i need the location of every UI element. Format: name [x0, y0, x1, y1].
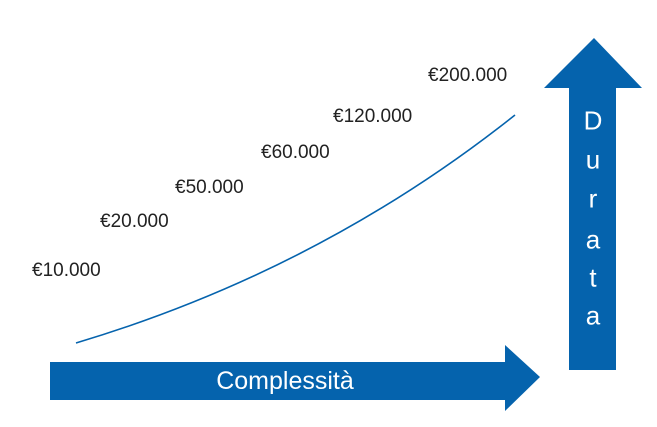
cost-label: €120.000	[333, 106, 413, 127]
duration-arrow	[544, 38, 642, 370]
duration-letter: u	[585, 144, 601, 175]
cost-label: €20.000	[100, 211, 169, 232]
growth-curve	[75, 114, 516, 344]
cost-label: €50.000	[175, 177, 244, 198]
cost-label: €60.000	[261, 142, 330, 163]
cost-label: €200.000	[428, 65, 508, 86]
duration-letter: a	[585, 300, 601, 331]
duration-letter: a	[585, 224, 601, 255]
duration-letter: D	[583, 105, 603, 136]
cost-label: €10.000	[32, 260, 101, 281]
duration-letter: r	[588, 183, 598, 214]
complexity-arrow	[50, 345, 540, 411]
complexity-label: Complessità	[216, 367, 354, 395]
duration-letter: t	[589, 262, 597, 293]
